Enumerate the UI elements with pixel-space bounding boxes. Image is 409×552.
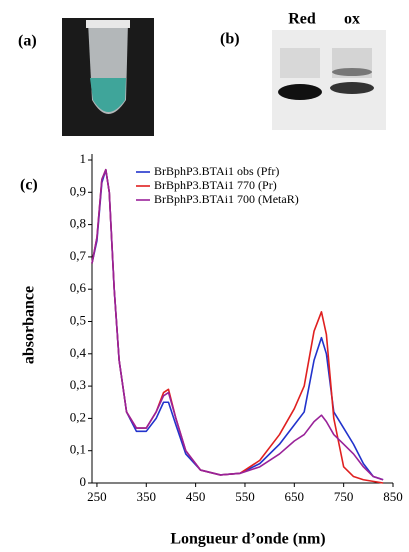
y-tick-label: 0,8 xyxy=(70,216,86,231)
panel-label: (a) xyxy=(18,33,37,50)
series-line xyxy=(91,168,384,481)
gel-photo xyxy=(272,30,386,130)
x-tick-label: 250 xyxy=(87,489,107,504)
x-tick-label: 550 xyxy=(235,489,255,504)
series-line xyxy=(91,168,384,481)
y-tick-label: 0 xyxy=(80,474,87,489)
y-tick-label: 1 xyxy=(80,151,87,166)
x-tick-label: 750 xyxy=(334,489,354,504)
legend-label: BrBphP3.BTAi1 obs (Pfr) xyxy=(154,164,279,178)
y-tick-label: 0,6 xyxy=(70,280,87,295)
y-axis-title: absorbance xyxy=(21,286,38,364)
x-tick-label: 850 xyxy=(383,489,403,504)
y-tick-label: 0,9 xyxy=(70,183,86,198)
x-tick-label: 650 xyxy=(285,489,305,504)
series-line xyxy=(91,168,384,484)
lane-label: ox xyxy=(344,11,360,28)
y-tick-label: 0,2 xyxy=(70,409,86,424)
tube-photo xyxy=(62,18,154,136)
panel-label: (c) xyxy=(20,177,38,194)
legend-label: BrBphP3.BTAi1 770 (Pr) xyxy=(154,178,277,192)
y-tick-label: 0,1 xyxy=(70,442,86,457)
y-tick-label: 0,3 xyxy=(70,377,86,392)
y-tick-label: 0,7 xyxy=(70,248,87,263)
y-tick-label: 0,4 xyxy=(70,345,87,360)
y-tick-label: 0,5 xyxy=(70,312,86,327)
panel-label: (b) xyxy=(220,31,240,48)
x-tick-label: 350 xyxy=(137,489,157,504)
legend-label: BrBphP3.BTAi1 700 (MetaR) xyxy=(154,192,299,206)
x-tick-label: 450 xyxy=(186,489,206,504)
x-axis-title: Longueur d’onde (nm) xyxy=(170,531,325,548)
lane-label: Red xyxy=(288,11,316,28)
